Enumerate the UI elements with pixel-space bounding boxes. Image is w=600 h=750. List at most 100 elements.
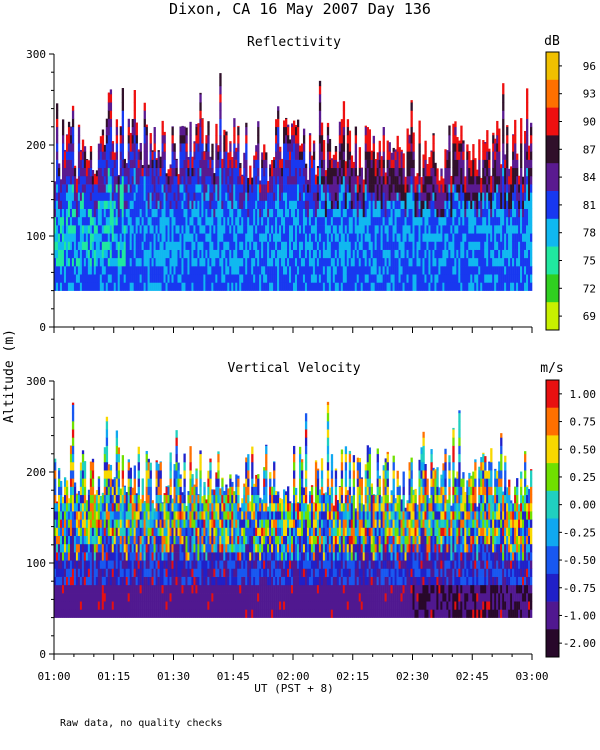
heatmap-cell: [424, 143, 427, 152]
heatmap-cell: [145, 225, 148, 234]
heatmap-cell: [456, 282, 459, 291]
heatmap-cell: [79, 274, 83, 283]
heatmap-cell: [87, 257, 91, 267]
heatmap-cell: [201, 175, 204, 185]
heatmap-cell: [386, 233, 389, 242]
heatmap-cell: [340, 175, 344, 185]
heatmap-cell: [103, 233, 107, 242]
heatmap-cell: [434, 162, 437, 169]
heatmap-cell: [372, 266, 375, 275]
heatmap-cell: [211, 208, 214, 218]
heatmap-cell: [79, 233, 83, 242]
heatmap-cell: [215, 249, 218, 259]
heatmap-cell: [239, 257, 242, 267]
heatmap-cell: [165, 266, 168, 275]
heatmap-cell: [59, 601, 63, 610]
heatmap-cell: [89, 552, 93, 561]
heatmap-cell: [83, 167, 87, 177]
heatmap-cell: [139, 282, 142, 291]
heatmap-cell: [508, 208, 511, 218]
heatmap-cell: [257, 159, 260, 169]
heatmap-cell: [157, 225, 160, 234]
heatmap-cell: [296, 175, 300, 185]
heatmap-cell: [175, 233, 178, 242]
heatmap-cell: [380, 175, 383, 185]
heatmap-cell: [189, 159, 192, 169]
heatmap-cell: [81, 151, 85, 160]
heatmap-cell: [93, 257, 97, 267]
heatmap-cell: [298, 233, 302, 242]
heatmap-cell: [101, 601, 105, 610]
heatmap-cell: [440, 249, 443, 259]
heatmap-cell: [155, 159, 158, 169]
heatmap-cell: [223, 175, 226, 185]
heatmap-cell: [460, 282, 463, 291]
heatmap-cell: [448, 225, 451, 234]
heatmap-cell: [81, 241, 85, 250]
heatmap-cell: [418, 120, 421, 128]
heatmap-cell: [277, 241, 280, 250]
heatmap-cell: [293, 167, 296, 177]
heatmap-cell: [372, 192, 375, 201]
heatmap-cell: [61, 249, 65, 259]
heatmap-cell: [448, 125, 451, 128]
heatmap-cell: [448, 208, 451, 218]
heatmap-cell: [291, 233, 294, 242]
heatmap-cell: [111, 184, 115, 193]
heatmap-cell: [165, 282, 168, 291]
heatmap-cell: [488, 208, 491, 218]
heatmap-cell: [474, 200, 477, 209]
heatmap-cell: [462, 282, 465, 291]
heatmap-cell: [390, 241, 393, 250]
heatmap-cell: [370, 159, 373, 169]
heatmap-cell: [113, 175, 117, 185]
heatmap-cell: [500, 167, 503, 177]
heatmap-cell: [350, 274, 354, 283]
heatmap-cell: [79, 159, 83, 169]
heatmap-cell: [344, 192, 348, 201]
heatmap-cell: [115, 282, 119, 291]
heatmap-cell: [285, 257, 288, 267]
heatmap-cell: [245, 143, 248, 152]
heatmap-cell: [346, 151, 350, 160]
heatmap-cell: [219, 200, 222, 209]
heatmap-cell: [338, 121, 342, 128]
heatmap-cell: [454, 282, 457, 291]
heatmap-cell: [285, 249, 288, 259]
heatmap-cell: [328, 184, 332, 193]
heatmap-cell: [289, 159, 292, 169]
heatmap-cell: [91, 257, 95, 267]
heatmap-cell: [444, 200, 447, 209]
heatmap-cell: [360, 192, 364, 201]
heatmap-cell: [215, 208, 218, 218]
heatmap-cell: [364, 257, 367, 267]
heatmap-cell: [404, 192, 407, 201]
heatmap-cell: [243, 167, 246, 177]
heatmap-cell: [342, 126, 346, 136]
heatmap-cell: [338, 126, 342, 136]
heatmap-cell: [446, 184, 449, 193]
heatmap-cell: [273, 167, 276, 177]
heatmap-cell: [304, 225, 308, 234]
heatmap-cell: [368, 175, 371, 185]
heatmap-cell: [121, 274, 125, 283]
heatmap-cell: [54, 494, 57, 504]
heatmap-cell: [75, 266, 79, 275]
heatmap-cell: [199, 184, 202, 193]
heatmap-cell: [320, 151, 324, 160]
heatmap-cell: [263, 225, 266, 234]
heatmap-cell: [189, 121, 192, 128]
heatmap-cell: [279, 200, 282, 209]
heatmap-cell: [302, 134, 306, 144]
heatmap-cell: [203, 175, 206, 185]
heatmap-cell: [390, 192, 393, 201]
heatmap-cell: [69, 552, 73, 561]
heatmap-cell: [492, 282, 495, 291]
heatmap-cell: [310, 200, 314, 209]
heatmap-cell: [245, 184, 248, 193]
heatmap-cell: [418, 200, 421, 209]
heatmap-cell: [55, 241, 59, 250]
heatmap-cell: [275, 257, 278, 267]
heatmap-cell: [157, 282, 160, 291]
heatmap-cell: [526, 266, 529, 275]
